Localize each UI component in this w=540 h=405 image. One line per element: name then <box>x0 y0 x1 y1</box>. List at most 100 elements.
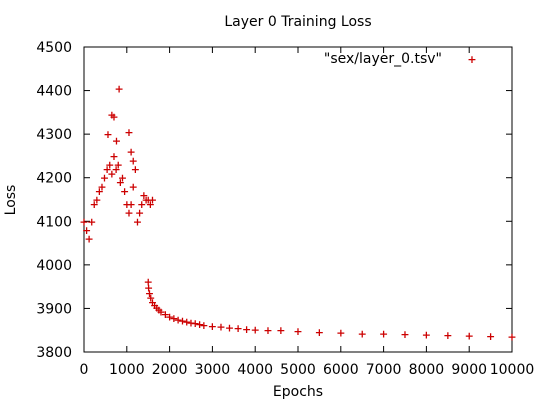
data-point: + <box>135 207 144 220</box>
y-axis-label: Loss <box>3 185 19 216</box>
data-point: + <box>82 224 91 237</box>
data-point: + <box>139 189 148 202</box>
data-point: + <box>85 233 94 246</box>
data-point: + <box>174 313 183 326</box>
x-tick-label: 6000 <box>323 362 359 378</box>
data-point: + <box>263 324 272 337</box>
data-point: + <box>152 302 161 315</box>
data-point: + <box>124 207 133 220</box>
y-tick-label: 3800 <box>36 345 72 361</box>
x-axis: 0 1000 2000 3000 4000 5000 6000 7000 8000 9000 100… <box>80 47 535 378</box>
x-tick-label: 0 <box>80 362 89 378</box>
data-point: + <box>165 310 174 323</box>
data-point: + <box>507 330 516 343</box>
data-point: + <box>105 159 114 172</box>
data-point: + <box>103 163 112 176</box>
data-point: + <box>276 324 285 337</box>
data-point: + <box>169 312 178 325</box>
data-point: + <box>145 287 154 300</box>
data-point: + <box>129 180 138 193</box>
data-point: + <box>486 330 495 343</box>
data-point: + <box>379 328 388 341</box>
data-point: + <box>465 329 474 342</box>
data-point: + <box>79 215 88 228</box>
data-point: + <box>315 326 324 339</box>
data-point: + <box>195 318 204 331</box>
legend-marker: + <box>467 53 476 66</box>
x-tick-label: 2000 <box>152 362 188 378</box>
data-point: + <box>293 325 302 338</box>
y-tick-label: 4100 <box>36 214 72 230</box>
data-point: + <box>141 194 150 207</box>
data-point: + <box>148 194 157 207</box>
data-point: + <box>118 172 127 185</box>
data-point: + <box>358 327 367 340</box>
data-point: + <box>144 275 153 288</box>
x-tick-label: 3000 <box>195 362 231 378</box>
data-point: + <box>182 316 191 329</box>
data-point: + <box>225 322 234 335</box>
data-point: + <box>129 154 138 167</box>
x-axis-label: Epochs <box>273 384 323 400</box>
chart-title: Layer 0 Training Loss <box>224 14 371 30</box>
data-point: + <box>109 111 118 124</box>
data-point: + <box>146 292 155 305</box>
data-point: + <box>156 305 165 318</box>
data-point: + <box>242 323 251 336</box>
data-point: + <box>146 198 155 211</box>
data-point: + <box>144 282 153 295</box>
data-point: + <box>97 180 106 193</box>
data-point: + <box>131 163 140 176</box>
x-tick-label: 7000 <box>366 362 402 378</box>
y-tick-label: 4200 <box>36 171 72 187</box>
y-tick-label: 4400 <box>36 84 72 100</box>
data-point: + <box>251 323 260 336</box>
data-point: + <box>199 319 208 332</box>
data-point: + <box>95 185 104 198</box>
data-point: + <box>191 317 200 330</box>
data-point: + <box>400 328 409 341</box>
data-point: + <box>87 215 96 228</box>
x-tick-label: 9000 <box>451 362 487 378</box>
data-point: + <box>126 198 135 211</box>
data-point: + <box>126 146 135 159</box>
data-point: + <box>133 215 142 228</box>
data-point: + <box>137 198 146 211</box>
data-point: + <box>107 167 116 180</box>
data-point: + <box>178 315 187 328</box>
x-tick-label: 10000 <box>490 362 535 378</box>
data-point: + <box>114 159 123 172</box>
y-tick-label: 3900 <box>36 301 72 317</box>
data-point: + <box>161 308 170 321</box>
y-tick-label: 4500 <box>36 40 72 56</box>
data-point: + <box>122 198 131 211</box>
y-axis: 3800 3900 4000 4100 4200 4300 4400 4500 <box>36 40 512 361</box>
data-point: + <box>144 194 153 207</box>
x-tick-label: 5000 <box>280 362 316 378</box>
data-point: + <box>107 109 116 122</box>
data-point: + <box>233 322 242 335</box>
legend: "sex/layer_0.tsv" + <box>324 51 477 67</box>
data-point: + <box>90 198 99 211</box>
data-point: + <box>208 320 217 333</box>
data-point: + <box>124 126 133 139</box>
x-tick-label: 8000 <box>409 362 445 378</box>
data-point: + <box>336 326 345 339</box>
data-point: + <box>112 135 121 148</box>
x-tick-label: 4000 <box>237 362 273 378</box>
data-point: + <box>150 299 159 312</box>
data-point: + <box>92 194 101 207</box>
x-tick-label: 1000 <box>109 362 145 378</box>
data-point: + <box>120 185 129 198</box>
legend-label: "sex/layer_0.tsv" <box>324 51 442 67</box>
data-point: + <box>103 128 112 141</box>
y-tick-label: 4300 <box>36 127 72 143</box>
data-point: + <box>154 304 163 317</box>
data-point: + <box>216 321 225 334</box>
data-point: + <box>443 329 452 342</box>
data-point: + <box>100 172 109 185</box>
y-tick-label: 4000 <box>36 258 72 274</box>
data-point: + <box>422 329 431 342</box>
data-point: + <box>111 163 120 176</box>
